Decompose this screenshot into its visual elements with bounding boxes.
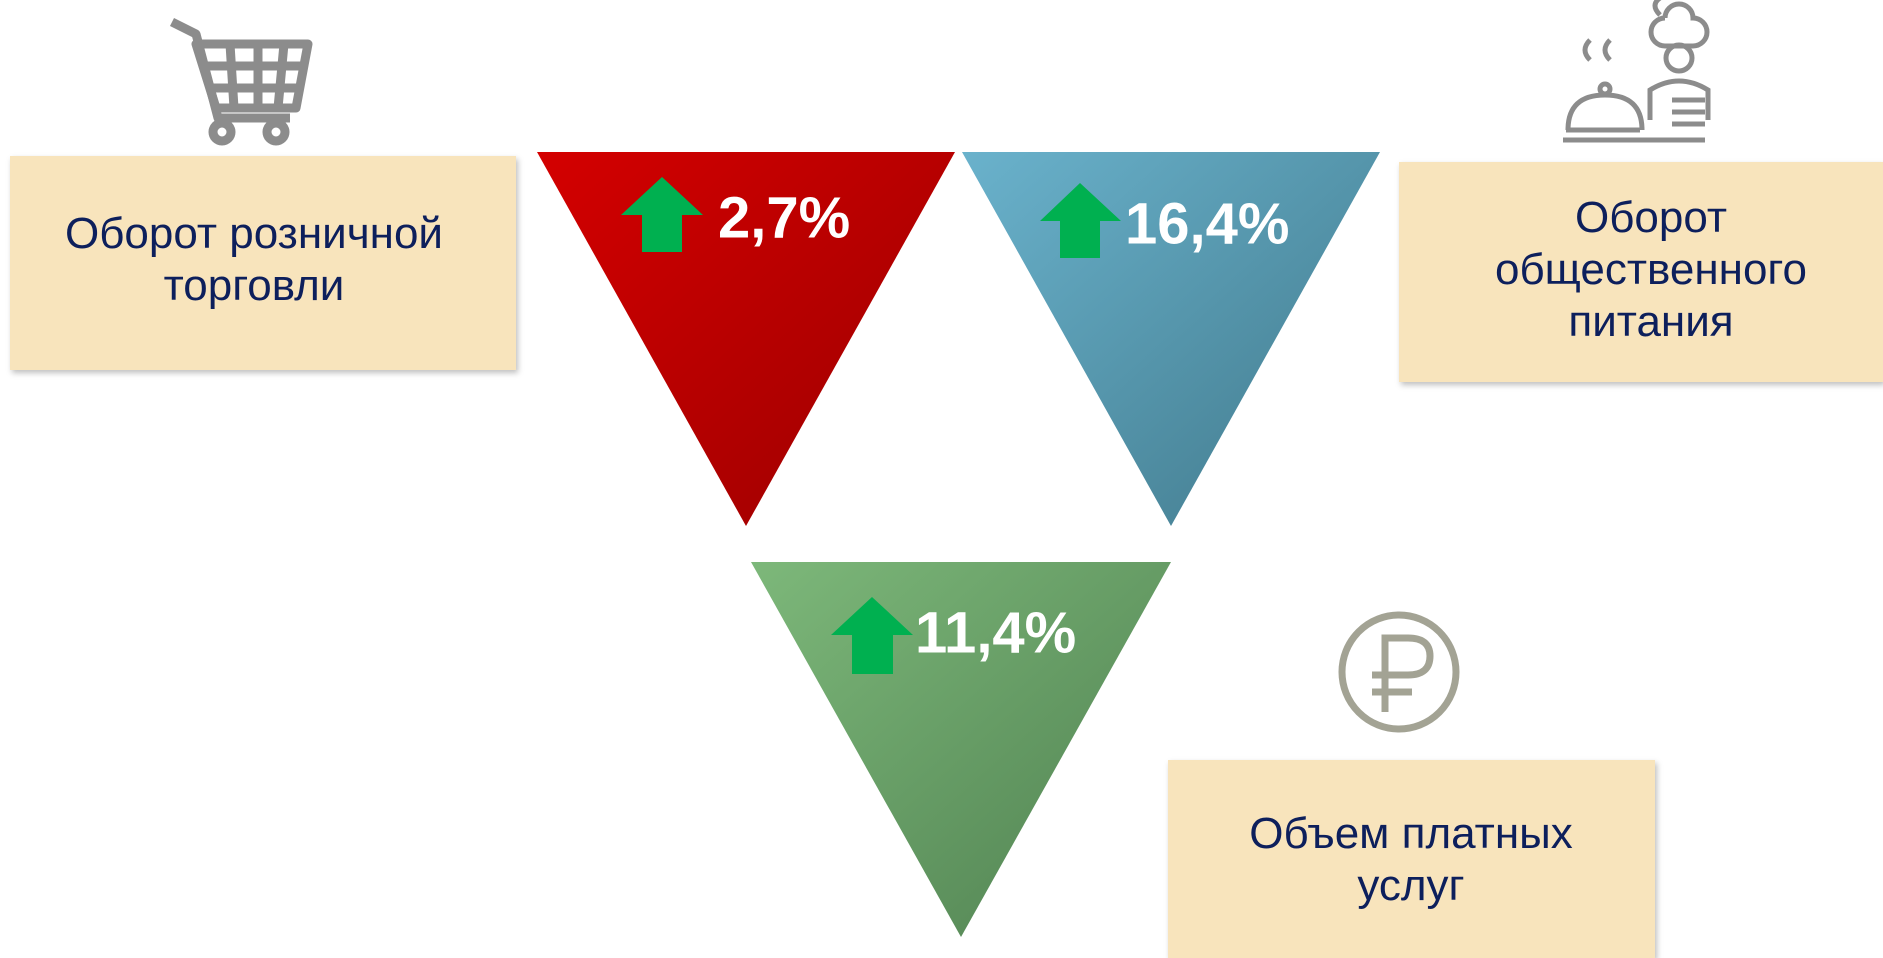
- up-arrow: [621, 177, 703, 252]
- up-arrow: [1040, 183, 1121, 258]
- label: Объем платных: [1249, 809, 1573, 858]
- label: Оборот: [1575, 193, 1727, 242]
- up-arrow: [831, 597, 913, 674]
- label: общественного: [1495, 245, 1807, 294]
- label-box: [10, 156, 516, 370]
- label: Оборот розничной: [65, 209, 443, 258]
- ruble-icon: [1338, 611, 1460, 733]
- change-value: 2,7%: [718, 185, 850, 250]
- label-box: [1399, 162, 1883, 382]
- change-value: 11,4%: [915, 600, 1076, 665]
- label: торговли: [164, 261, 345, 310]
- chef-icon: [1563, 0, 1711, 143]
- change-value: 16,4%: [1125, 191, 1289, 256]
- cart-icon: [169, 17, 313, 146]
- label: услуг: [1357, 861, 1464, 910]
- triangle: [537, 152, 955, 526]
- label: питания: [1568, 297, 1733, 346]
- label-box: [1168, 760, 1655, 958]
